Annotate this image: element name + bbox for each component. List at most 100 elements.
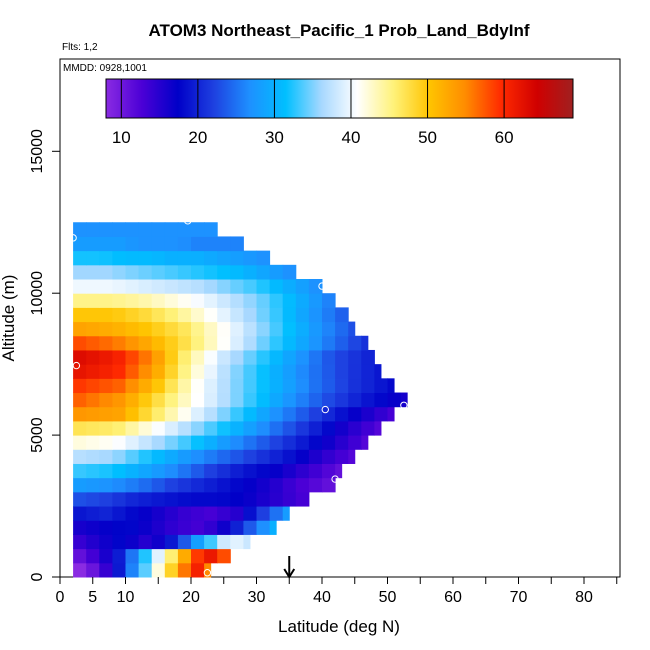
heatmap-cell — [138, 548, 153, 564]
heatmap-cell — [256, 378, 271, 394]
heatmap-cell — [177, 264, 192, 280]
heatmap-cell — [217, 264, 231, 280]
flight-marker — [331, 475, 339, 483]
heatmap-cell — [243, 406, 257, 422]
colorbar-tick-label: 10 — [112, 128, 131, 147]
heatmap-cell — [308, 406, 323, 422]
heatmap-cell — [256, 392, 271, 408]
heatmap-cell — [151, 562, 166, 578]
heatmap-cell — [204, 534, 218, 550]
heatmap-cell — [256, 293, 271, 308]
heatmap-cell — [151, 378, 166, 394]
heatmap-cell — [125, 307, 140, 323]
y-tick-label: 10000 — [29, 271, 46, 316]
heatmap-cell — [269, 364, 284, 379]
x-tick-label: 60 — [444, 589, 462, 606]
heatmap-cell — [164, 307, 179, 323]
heatmap-cell — [269, 378, 284, 394]
heatmap-cell — [348, 321, 356, 337]
heatmap-cell — [151, 406, 166, 422]
heatmap-cell — [73, 378, 87, 394]
heatmap-cell — [191, 378, 205, 394]
heatmap-cell — [295, 463, 310, 479]
heatmap-cell — [204, 435, 218, 450]
heatmap-cell — [73, 364, 87, 379]
x-axis-label: Latitude (deg N) — [278, 617, 400, 636]
heatmap-cell — [138, 222, 153, 237]
heatmap-cell — [243, 307, 257, 323]
heatmap-cell — [308, 293, 323, 308]
heatmap-cell — [217, 477, 231, 493]
heatmap-cell — [230, 520, 244, 535]
heatmap-cell — [243, 449, 257, 464]
heatmap-cell — [282, 279, 297, 294]
heatmap-cell — [99, 562, 113, 578]
heatmap-cell — [295, 477, 310, 493]
flight-marker — [400, 401, 408, 410]
heatmap-cell — [243, 321, 257, 337]
heatmap-cell — [73, 264, 87, 280]
heatmap-cell — [138, 506, 153, 521]
heatmap-cell — [164, 562, 179, 578]
heatmap-cell — [99, 264, 113, 280]
heatmap-cell — [177, 477, 192, 493]
heatmap-cell — [282, 349, 297, 365]
heatmap-cell — [322, 378, 336, 394]
heatmap-cell — [204, 222, 218, 237]
heatmap-cell — [151, 477, 166, 493]
heatmap-cell — [191, 491, 205, 507]
heatmap-cell — [138, 449, 153, 464]
heatmap-cell — [335, 378, 349, 394]
heatmap-cell — [204, 279, 218, 294]
heatmap-cell — [295, 449, 310, 464]
heatmap-cell — [112, 236, 126, 252]
mmdd-label: MMDD: 0928,1001 — [63, 63, 147, 74]
heatmap-cell — [164, 264, 179, 280]
heatmap-cell — [217, 548, 231, 564]
heatmap-cell — [73, 520, 87, 535]
heatmap-cell — [138, 279, 153, 294]
heatmap-cell — [282, 264, 297, 280]
heatmap-cell — [256, 463, 271, 479]
heatmap-cell — [177, 562, 192, 578]
heatmap-cell — [335, 406, 349, 422]
heatmap-cell — [204, 250, 218, 266]
heatmap-cell — [204, 491, 218, 507]
heatmap-cell — [217, 250, 231, 266]
heatmap-cell — [256, 279, 271, 294]
heatmap-cell — [73, 293, 87, 308]
heatmap-cell — [99, 335, 113, 351]
colorbar: 10 20 30 40 50 60 — [105, 78, 574, 147]
heatmap-cell — [125, 548, 140, 564]
heatmap-cell — [86, 548, 100, 564]
heatmap-cell — [125, 236, 140, 252]
heatmap-cell — [230, 463, 244, 479]
heatmap-cell — [335, 349, 349, 365]
heatmap-cell — [138, 477, 153, 493]
heatmap-cell — [151, 449, 166, 464]
heatmap-cell — [322, 463, 336, 479]
heatmap-cell — [269, 506, 284, 521]
heatmap-cell — [308, 435, 323, 450]
heatmap-cell — [164, 406, 179, 422]
heatmap-cell — [243, 264, 257, 280]
heatmap-cell — [256, 420, 271, 436]
heatmap-cell — [269, 264, 284, 280]
heatmap-cell — [125, 449, 140, 464]
heatmap-cell — [348, 392, 362, 408]
heatmap-cell — [86, 506, 100, 521]
heatmap-cell — [86, 562, 100, 578]
heatmap-cell — [86, 236, 100, 252]
heatmap-cell — [177, 378, 192, 394]
y-tick-label: 0 — [29, 572, 46, 581]
heatmap-cell — [269, 392, 284, 408]
heatmap-cell — [217, 449, 231, 464]
heatmap-cell — [361, 335, 369, 351]
heatmap-cell — [86, 222, 100, 237]
heatmap-cell — [387, 378, 395, 394]
heatmap-cell — [204, 392, 218, 408]
heatmap-cell — [151, 392, 166, 408]
heatmap-cell — [204, 420, 218, 436]
heatmap-cell — [282, 364, 297, 379]
x-tick-label: 0 — [56, 589, 65, 606]
